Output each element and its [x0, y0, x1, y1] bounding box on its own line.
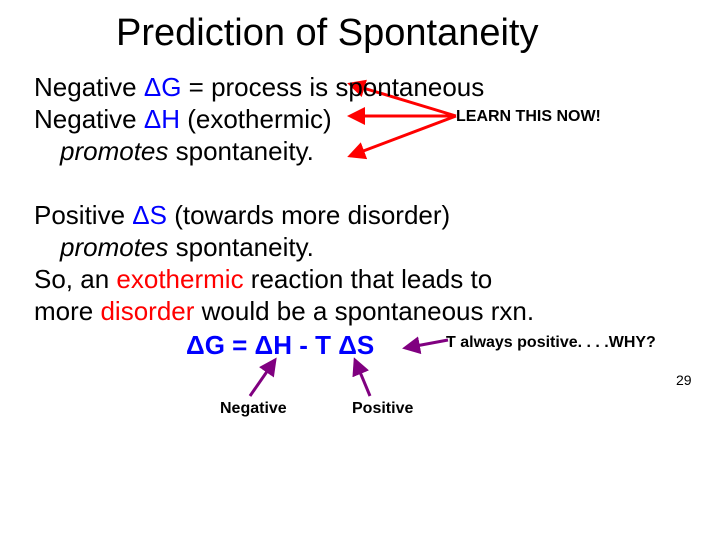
callout-2: Negative — [220, 400, 287, 418]
body-line-3: Positive ΔS (towards more disorder) — [34, 200, 450, 231]
body-line-1-span-1: ΔH — [144, 104, 180, 134]
body-line-2-span-0: promotes — [60, 136, 168, 166]
body-line-0-span-2: = process is spontaneous — [181, 72, 484, 102]
body-line-3-span-0: Positive — [34, 200, 132, 230]
body-line-1-span-2: (exothermic) — [180, 104, 332, 134]
purple-arrow-t — [405, 340, 448, 348]
body-line-1-span-0: Negative — [34, 104, 144, 134]
body-line-4: promotes spontaneity. — [60, 232, 314, 263]
red-arrow-2 — [350, 116, 456, 156]
body-line-7: ΔG = ΔH - T ΔS — [186, 330, 374, 361]
body-line-5-span-2: reaction that leads to — [244, 264, 493, 294]
body-line-6-span-1: disorder — [100, 296, 194, 326]
slide: Prediction of Spontaneity Negative ΔG = p… — [0, 0, 720, 540]
body-line-3-span-1: ΔS — [132, 200, 167, 230]
body-line-0-span-1: ΔG — [144, 72, 182, 102]
body-line-5: So, an exothermic reaction that leads to — [34, 264, 492, 295]
body-line-5-span-0: So, an — [34, 264, 116, 294]
callout-3: Positive — [352, 400, 413, 418]
body-line-7-span-0: ΔG = ΔH - T ΔS — [186, 330, 374, 360]
purple-arrow-dh — [250, 360, 275, 396]
slide-title: Prediction of Spontaneity — [116, 12, 539, 55]
body-line-2: promotes spontaneity. — [60, 136, 314, 167]
body-line-5-span-1: exothermic — [116, 264, 243, 294]
body-line-6-span-0: more — [34, 296, 100, 326]
page-number: 29 — [676, 372, 692, 388]
body-line-6: more disorder would be a spontaneous rxn… — [34, 296, 534, 327]
body-line-1: Negative ΔH (exothermic) — [34, 104, 332, 135]
purple-arrow-ds — [355, 360, 370, 396]
body-line-4-span-1: spontaneity. — [168, 232, 314, 262]
callout-1: T always positive. . . .WHY? — [446, 334, 656, 352]
callout-0: LEARN THIS NOW! — [456, 108, 601, 126]
body-line-3-span-2: (towards more disorder) — [167, 200, 450, 230]
body-line-0-span-0: Negative — [34, 72, 144, 102]
body-line-2-span-1: spontaneity. — [168, 136, 314, 166]
body-line-6-span-2: would be a spontaneous rxn. — [194, 296, 534, 326]
body-line-0: Negative ΔG = process is spontaneous — [34, 72, 484, 103]
body-line-4-span-0: promotes — [60, 232, 168, 262]
